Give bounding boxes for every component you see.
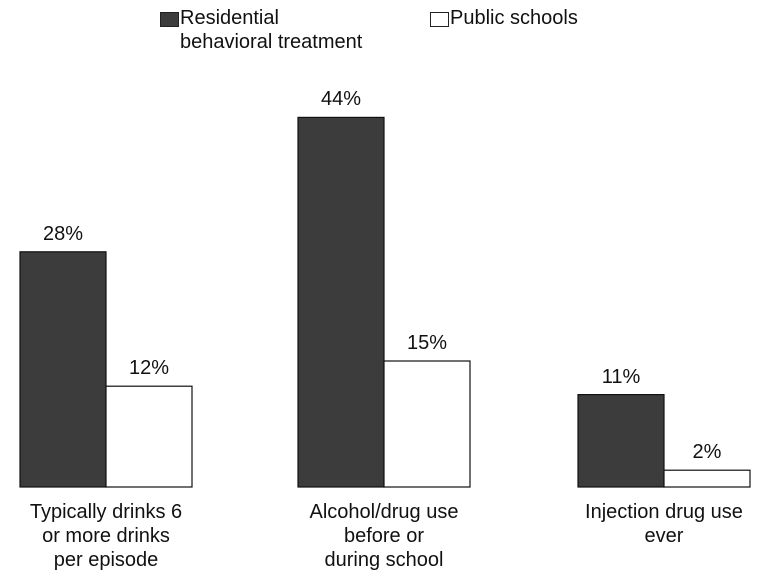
- data-label: 2%: [692, 441, 722, 464]
- bar: [297, 116, 385, 488]
- x-tick-label: Alcohol/drug use before or during school: [309, 501, 459, 571]
- bar: [577, 394, 665, 488]
- legend-label: Residential behavioral treatment: [180, 7, 363, 53]
- data-label: 28%: [42, 222, 84, 245]
- legend-label: Public schools: [450, 7, 578, 29]
- data-label: 15%: [406, 332, 448, 354]
- bar: [663, 469, 751, 488]
- data-label: 12%: [128, 357, 170, 380]
- data-label: 44%: [320, 88, 362, 111]
- legend-swatch: [160, 12, 179, 27]
- x-tick-label: Injection drug use ever: [585, 501, 743, 547]
- x-tick-label: Typically drinks 6 or more drinks per ep…: [29, 501, 183, 571]
- bar: [105, 385, 193, 488]
- bar: [383, 360, 471, 488]
- data-label: 11%: [601, 365, 641, 388]
- bar: [19, 251, 107, 488]
- legend-swatch: [430, 12, 449, 27]
